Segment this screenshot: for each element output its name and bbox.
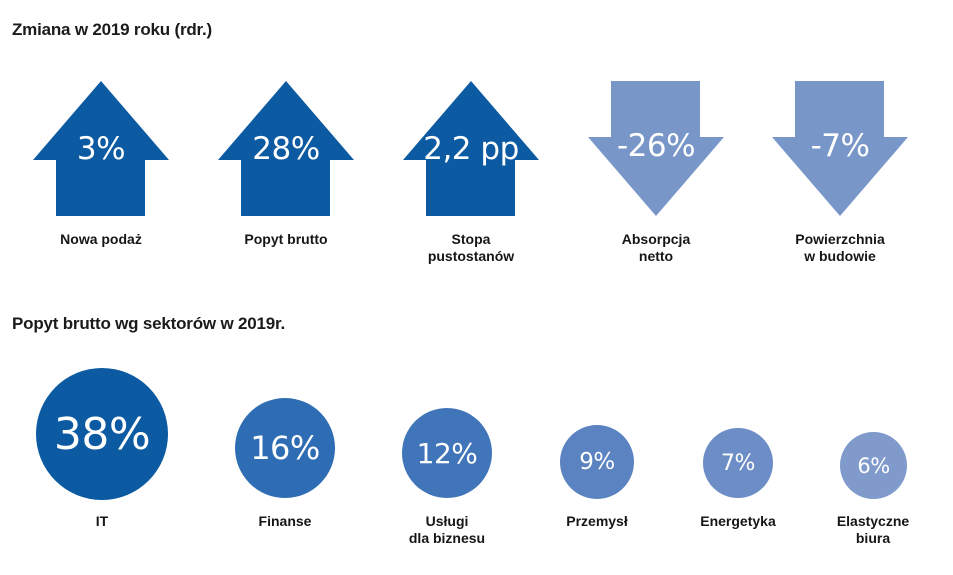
arrow-label: Popyt brutto	[244, 231, 328, 247]
sector-bubble: 12%	[402, 408, 492, 498]
arrow-down-icon	[772, 81, 908, 216]
sector-bubble: 9%	[560, 425, 634, 499]
sector-label: Elastyczne biura	[836, 513, 910, 546]
sector-label: Usługi dla biznesu	[408, 513, 486, 546]
sector-label: Przemysł	[566, 513, 628, 529]
arrow-label: Absorpcja netto	[621, 231, 691, 264]
arrow-value: 3%	[76, 131, 126, 167]
arrow-up-icon	[218, 81, 354, 216]
sector-bubble: 6%	[840, 432, 907, 499]
sector-label: IT	[95, 513, 109, 529]
sector-label: Finanse	[258, 513, 312, 529]
arrow-value: -26%	[616, 128, 696, 164]
arrow-value: 2,2 pp	[423, 131, 519, 167]
sector-bubble: 38%	[36, 368, 168, 500]
arrow-label: Nowa podaż	[60, 231, 142, 247]
arrow-value: 28%	[252, 131, 320, 167]
arrow-label: Powierzchnia w budowie	[795, 231, 885, 264]
arrow-label: Stopa pustostanów	[427, 231, 515, 264]
sector-bubble: 7%	[703, 428, 773, 498]
sector-bubble: 16%	[235, 398, 335, 498]
arrow-value: -7%	[810, 128, 870, 164]
arrow-up-icon	[33, 81, 169, 216]
arrow-down-icon	[588, 81, 724, 216]
sector-label: Energetyka	[700, 513, 776, 529]
section-title-change-2019: Zmiana w 2019 roku (rdr.)	[12, 20, 213, 39]
arrow-up-icon	[403, 81, 539, 216]
section-title-demand-by-sector: Popyt brutto wg sektorów w 2019r.	[12, 314, 286, 333]
